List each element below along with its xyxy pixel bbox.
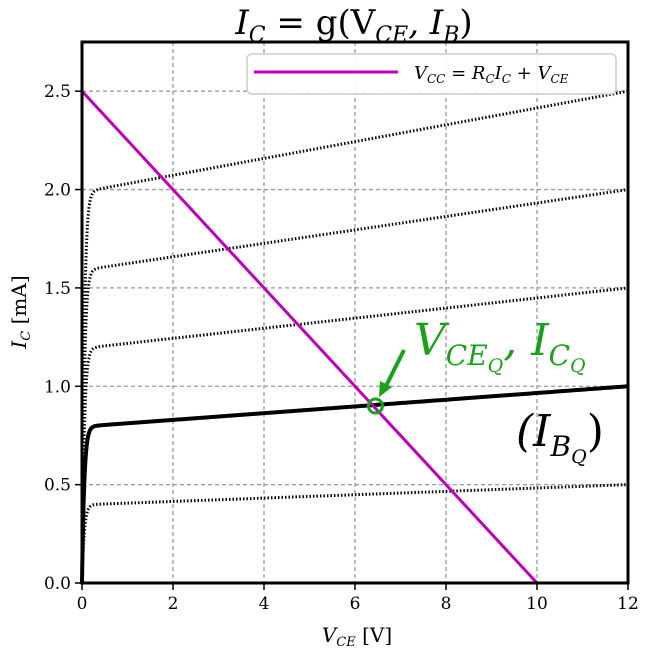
legend-box (246, 53, 617, 95)
legend-i: I (494, 63, 503, 84)
ibq-open: (I (516, 406, 552, 457)
x-tick-label: 0 (77, 594, 88, 614)
title-end: ) (459, 3, 472, 43)
legend-v: V (414, 63, 429, 84)
y-tick-label: 2.0 (44, 181, 71, 201)
y-axis-label: IC [mA] (7, 275, 34, 349)
y-tick-label: 0.0 (44, 574, 71, 594)
legend-label: VCC = RCIC + VCE (414, 63, 569, 86)
ylabel-sub: C (19, 331, 34, 341)
q-label-c: C (549, 339, 570, 372)
ic-curve-ib3 (80, 286, 629, 583)
x-tick-label: 2 (168, 594, 179, 614)
title-mid: = g(V (266, 3, 377, 43)
q-label-ce: CE (446, 339, 488, 372)
y-tick-label: 0.5 (44, 476, 71, 496)
load-line (80, 90, 539, 585)
ic-curve-ib4 (80, 188, 629, 583)
ic-curve-ibq (80, 384, 629, 583)
ylabel-main: I (7, 340, 31, 350)
q-label-q1: Q (488, 355, 504, 377)
title-c-sub: C (249, 23, 266, 48)
xlabel-sub: CE (336, 635, 356, 650)
ibq-b: B (550, 430, 572, 463)
xlabel-unit: [V] (356, 623, 392, 647)
q-point-label: VCEQ, ICQ (414, 315, 586, 377)
q-point-annotation: VCEQ, ICQ (366, 315, 586, 415)
q-point-arrow (383, 349, 406, 389)
ylabel-unit: [mA] (7, 275, 31, 330)
q-point-marker (366, 397, 384, 415)
title-ce-sub: CE (375, 23, 408, 48)
plot-content (80, 89, 629, 585)
x-axis-label: VCE [V] (322, 623, 392, 650)
x-tick-label: 10 (526, 594, 548, 614)
legend: VCC = RCIC + VCE (246, 53, 617, 95)
q-label-q2: Q (570, 355, 586, 377)
ibq-q: Q (571, 446, 587, 468)
y-tick-label: 2.5 (44, 82, 71, 102)
legend-c-sub: C (485, 72, 494, 86)
ic-curve-ib5 (80, 89, 629, 583)
xlabel-main: V (322, 623, 339, 647)
ibq-curve-label: (IBQ) (516, 406, 604, 468)
y-tick-label: 1.0 (44, 377, 71, 397)
x-tick-label: 8 (441, 594, 452, 614)
legend-cc-sub: CC (427, 72, 445, 86)
x-tick-label: 6 (350, 594, 361, 614)
q-point-arrowhead (379, 381, 392, 397)
legend-ce-sub: CE (550, 72, 568, 86)
legend-plus: + V (511, 63, 553, 84)
legend-eq: = R (445, 63, 485, 84)
q-label-v: V (414, 315, 450, 366)
title-comma: , I (408, 3, 444, 43)
q-label-comma: , I (503, 315, 550, 366)
ticks: 0 2 4 6 8 10 12 0.0 0.5 1.0 1.5 2.0 2.5 (44, 82, 639, 614)
title-b-sub: B (442, 23, 459, 48)
x-tick-label: 4 (259, 594, 270, 614)
y-tick-label: 1.5 (44, 279, 71, 299)
legend-c-sub2: C (502, 72, 511, 86)
x-tick-label: 12 (617, 594, 639, 614)
title-i: I (234, 3, 249, 43)
ibq-close: ) (587, 406, 604, 457)
